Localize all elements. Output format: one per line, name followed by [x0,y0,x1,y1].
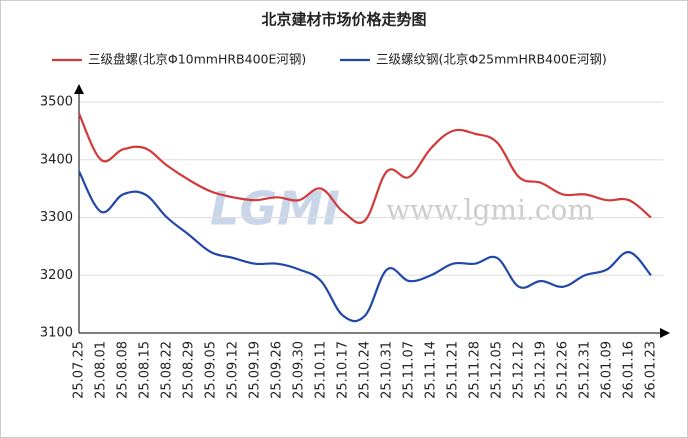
x-tick-label: 26.01.23 [644,341,659,399]
x-tick-label: 25.07.25 [72,341,87,399]
x-tick-label: 25.10.17 [336,341,351,399]
x-tick-label: 25.10.11 [314,341,329,399]
x-tick-label: 25.12.31 [578,341,593,399]
x-tick-label: 25.08.01 [94,341,109,399]
y-tick-label: 3500 [40,95,73,110]
x-tick-label: 25.11.21 [446,341,461,399]
x-tick-label: 25.12.19 [534,341,549,399]
x-tick-label: 25.10.31 [380,341,395,399]
x-tick-label: 25.11.14 [424,341,439,399]
x-tick-label: 25.12.12 [512,341,527,399]
series-line [78,113,652,224]
legend-label: 三级螺纹钢(北京Φ25mmHRB400E河钢) [376,52,607,67]
x-tick-label: 25.08.15 [138,341,153,399]
y-tick-label: 3300 [40,210,73,225]
x-tick-label: 25.11.28 [468,341,483,399]
legend-label: 三级盘螺(北京Φ10mmHRB400E河钢) [88,52,306,67]
x-tick-label: 25.09.26 [270,341,285,399]
chart-title: 北京建材市场价格走势图 [261,11,426,29]
watermark-logo: LGMI [210,182,340,236]
x-tick-label: 25.08.22 [160,341,175,399]
x-tick-label: 25.09.05 [204,341,219,399]
y-axis-arrow [74,84,84,94]
x-tick-label: 26.01.16 [622,341,637,399]
y-tick-label: 3200 [40,268,73,283]
watermark-url: www.lgmi.com [386,194,594,227]
x-tick-label: 25.10.24 [358,341,373,399]
x-tick-label: 25.12.05 [490,341,505,399]
y-tick-label: 3100 [40,326,73,341]
series-line [78,170,652,323]
x-tick-label: 25.12.26 [556,341,571,399]
x-axis-arrow [660,328,670,338]
x-tick-label: 25.09.30 [292,341,307,399]
x-tick-label: 26.01.09 [600,341,615,399]
y-tick-label: 3400 [40,152,73,167]
x-tick-label: 25.09.12 [226,341,241,399]
x-tick-label: 25.08.08 [116,341,131,399]
x-tick-label: 25.11.07 [402,341,417,399]
x-tick-label: 25.08.29 [182,341,197,399]
x-tick-label: 25.09.19 [248,341,263,399]
